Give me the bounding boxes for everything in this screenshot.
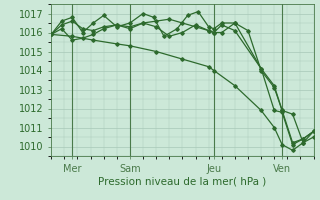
X-axis label: Pression niveau de la mer( hPa ): Pression niveau de la mer( hPa ) xyxy=(98,176,267,186)
